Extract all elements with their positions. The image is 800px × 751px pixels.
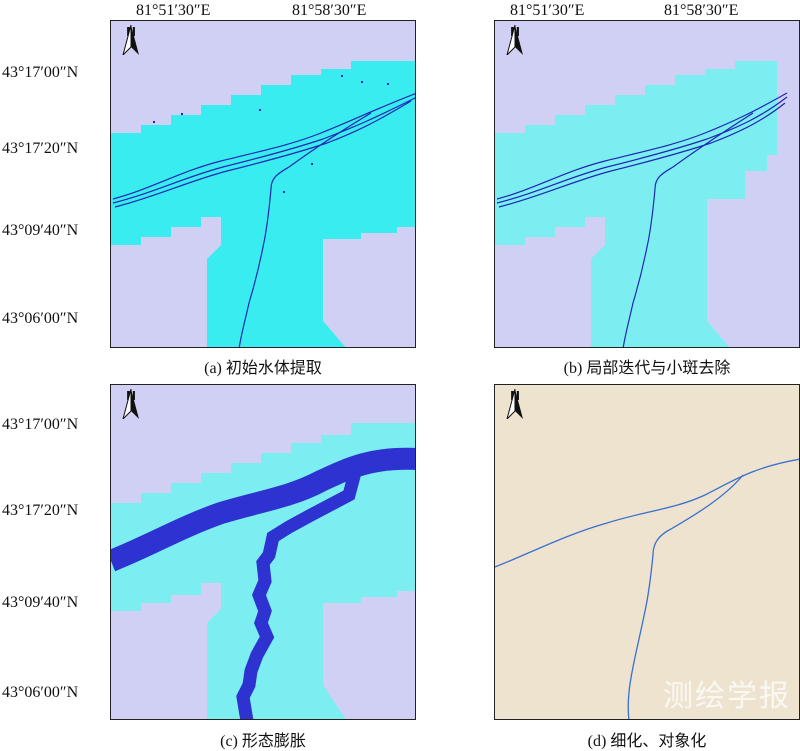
map-c-graphic [111, 423, 415, 719]
latitude-label-bottom-4: 43°06′00″N [2, 684, 79, 701]
map-panel-a: N [110, 20, 416, 348]
map-b-graphic [495, 61, 788, 347]
main-river-b1 [496, 92, 788, 200]
main-river-c [111, 447, 415, 572]
longitude-label-3: 81°51′30″E [510, 2, 585, 19]
caption-d: (d) 细化、对象化 [587, 733, 707, 750]
longitude-label-2: 81°58′30″E [292, 2, 367, 19]
latitude-label-bottom-2: 43°17′20″N [2, 502, 79, 519]
main-river-b3 [498, 102, 786, 208]
latitude-label-top-4: 43°06′00″N [2, 310, 79, 327]
latitude-label-bottom-1: 43°17′00″N [2, 416, 79, 433]
main-river-a3 [114, 100, 412, 208]
main-river-b2 [496, 96, 788, 204]
latitude-label-bottom-3: 43°09′40″N [2, 594, 79, 611]
map-panel-b: N [494, 20, 800, 348]
north-arrow-icon: N [121, 389, 141, 437]
buffer-zone-a [111, 61, 415, 347]
noise-dots-a [153, 75, 389, 193]
latitude-label-top-1: 43°17′00″N [2, 64, 79, 81]
tributary-c [236, 463, 364, 719]
main-river-a2 [112, 97, 415, 204]
north-arrow-icon: N [505, 389, 525, 437]
tributary-d [627, 474, 744, 719]
tributary-b [622, 112, 754, 347]
main-river-a1 [112, 93, 415, 200]
caption-b: (b) 局部迭代与小斑去除 [563, 360, 731, 377]
map-panel-d: N 测绘学报 [494, 384, 800, 720]
longitude-label-1: 81°51′30″E [136, 2, 211, 19]
latitude-label-top-2: 43°17′20″N [2, 140, 79, 157]
watermark: 测绘学报 [663, 679, 791, 714]
north-arrow-icon: N [505, 25, 525, 73]
tributary-a [238, 112, 372, 347]
buffer-zone-b [495, 61, 777, 347]
map-a-graphic [111, 61, 415, 347]
caption-c: (c) 形态膨胀 [220, 733, 306, 750]
north-arrow-icon: N [121, 25, 141, 73]
caption-a: (a) 初始水体提取 [204, 360, 322, 377]
longitude-label-4: 81°58′30″E [664, 2, 739, 19]
map-d-graphic [495, 458, 799, 719]
latitude-label-top-3: 43°09′40″N [2, 222, 79, 239]
main-river-d [495, 458, 799, 568]
map-panel-c: N [110, 384, 416, 720]
